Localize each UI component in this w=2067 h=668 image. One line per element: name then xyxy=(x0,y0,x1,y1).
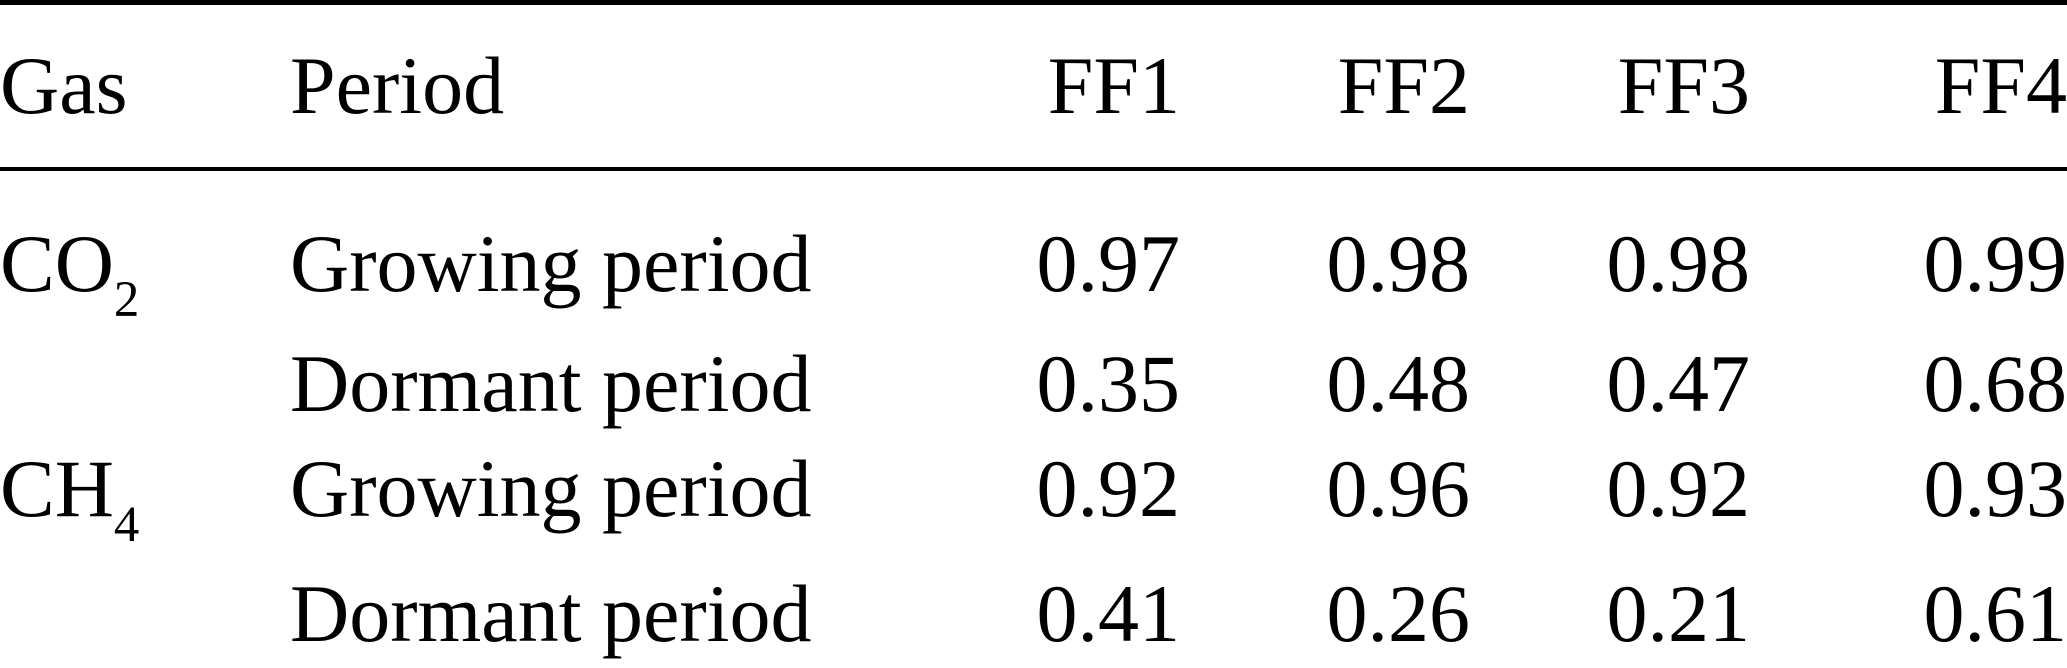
ff2-value-cell: 0.96 xyxy=(1326,442,1471,534)
table-row-ch4-dormant: Dormant period 0.41 0.26 0.21 0.61 xyxy=(0,541,2067,668)
gas-cell xyxy=(0,331,290,436)
ff1-value-cell: 0.97 xyxy=(1036,217,1181,309)
column-header-ff2: FF2 xyxy=(1180,2,1470,171)
column-header-period: Period xyxy=(290,2,935,171)
gas-cell xyxy=(0,541,290,668)
table-row-co2-growing: CO2 Growing period 0.97 0.98 0.98 0.99 xyxy=(0,169,2067,331)
column-header-gas: Gas xyxy=(0,2,290,171)
gas-cell: CH4 xyxy=(0,436,290,549)
ff3-value-cell: 0.47 xyxy=(1606,337,1751,429)
ff1-value-cell: 0.92 xyxy=(1036,442,1181,534)
table-row-ch4-growing: CH4 Growing period 0.92 0.96 0.92 0.93 xyxy=(0,436,2067,549)
ff2-value-cell: 0.26 xyxy=(1326,567,1471,659)
table-row-co2-dormant: Dormant period 0.35 0.48 0.47 0.68 xyxy=(0,331,2067,436)
gas-subscript: 4 xyxy=(113,495,140,552)
ff4-value-cell: 0.61 xyxy=(1923,567,2067,659)
gas-subscript: 2 xyxy=(113,270,140,327)
ff3-value-cell: 0.21 xyxy=(1606,567,1751,659)
gas-label: CH xyxy=(0,442,114,534)
ff2-value-cell: 0.98 xyxy=(1326,217,1471,309)
ff1-value-cell: 0.35 xyxy=(1036,337,1181,429)
ff2-value-cell: 0.48 xyxy=(1326,337,1471,429)
period-cell: Growing period xyxy=(290,442,812,534)
ff1-value-cell: 0.41 xyxy=(1036,567,1181,659)
column-header-ff3: FF3 xyxy=(1470,2,1750,171)
ff4-value-cell: 0.68 xyxy=(1923,337,2067,429)
period-cell: Dormant period xyxy=(290,337,812,429)
gas-cell: CO2 xyxy=(0,169,290,331)
period-cell: Growing period xyxy=(290,217,812,309)
gas-label: CO xyxy=(0,217,114,309)
ff3-value-cell: 0.98 xyxy=(1606,217,1751,309)
header-row: Gas Period FF1 FF2 FF3 FF4 xyxy=(0,2,2067,171)
ff3-value-cell: 0.92 xyxy=(1606,442,1751,534)
column-header-ff4: FF4 xyxy=(1750,2,2067,171)
ff4-value-cell: 0.99 xyxy=(1923,217,2067,309)
period-cell: Dormant period xyxy=(290,567,812,659)
ff4-value-cell: 0.93 xyxy=(1923,442,2067,534)
column-header-ff1: FF1 xyxy=(935,2,1180,171)
